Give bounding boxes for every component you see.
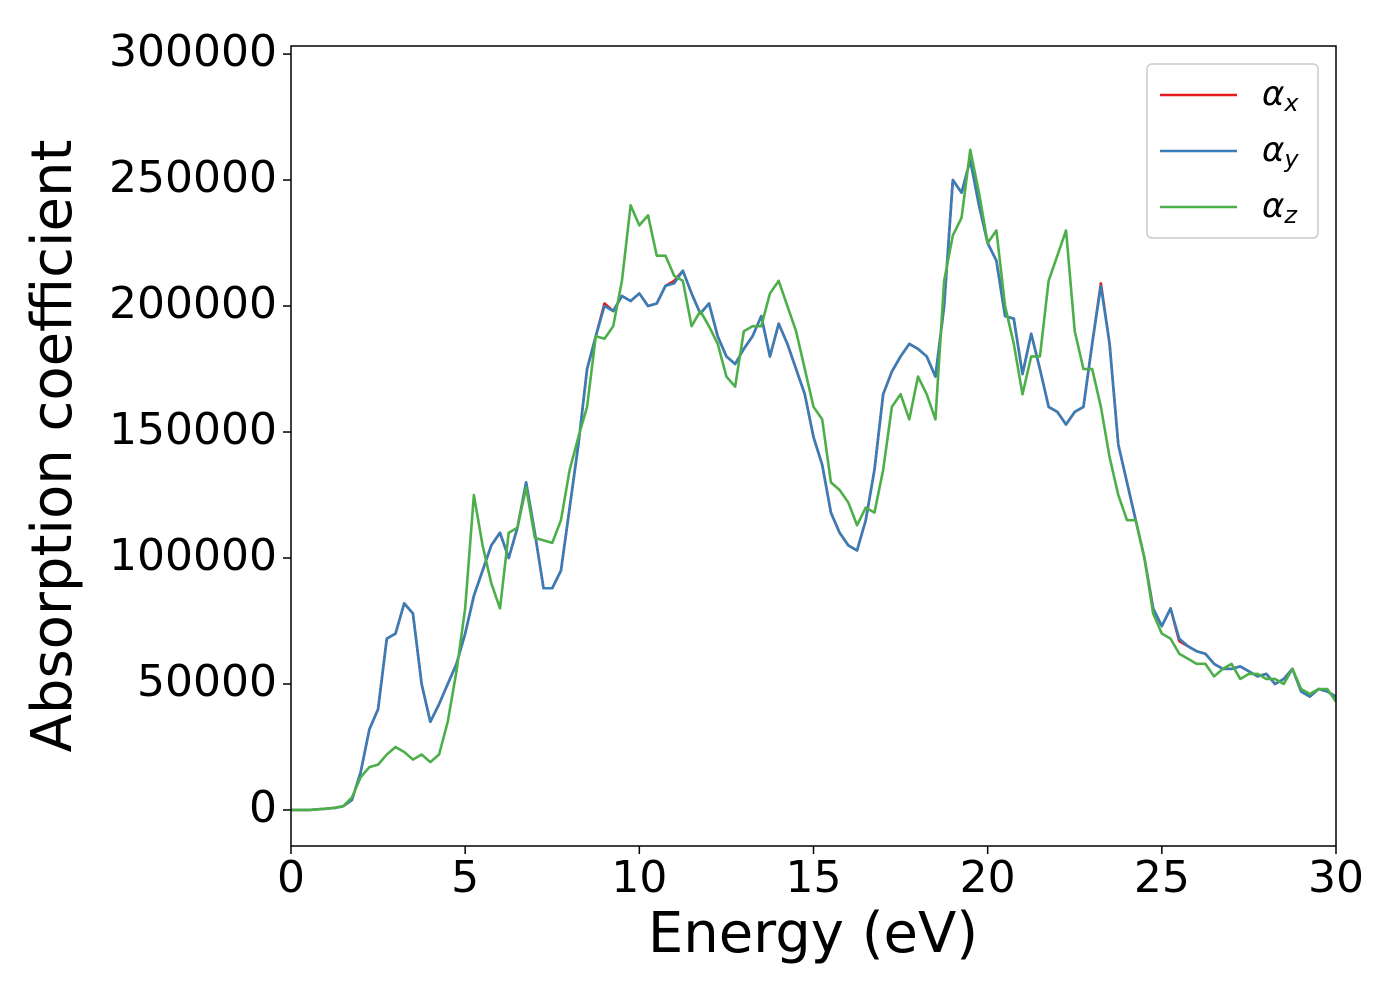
y-tick-label: 100000 [109, 530, 277, 581]
x-tick-label: 15 [786, 852, 842, 903]
series-line [291, 158, 1336, 812]
y-tick-label: 300000 [109, 26, 277, 77]
y-tick-label: 150000 [109, 404, 277, 455]
y-tick-label: 50000 [137, 656, 277, 707]
x-tick-label: 20 [960, 852, 1016, 903]
y-tick-label: 200000 [109, 278, 277, 329]
legend-label: αx [1262, 74, 1299, 118]
x-tick-label: 30 [1308, 852, 1364, 903]
legend-label: αz [1262, 186, 1298, 230]
y-tick-label: 250000 [109, 152, 277, 203]
series-line [291, 148, 1336, 812]
x-tick-label: 0 [277, 852, 305, 903]
x-axis-label: Energy (eV) [648, 901, 978, 966]
x-tick-label: 10 [611, 852, 667, 903]
legend-label: αy [1262, 130, 1299, 174]
y-tick-label: 0 [249, 782, 277, 833]
x-tick-label: 5 [451, 852, 479, 903]
plot-frame [290, 45, 1337, 847]
y-axis-label: Absorption coefficient [20, 140, 85, 753]
x-tick-label: 25 [1134, 852, 1190, 903]
